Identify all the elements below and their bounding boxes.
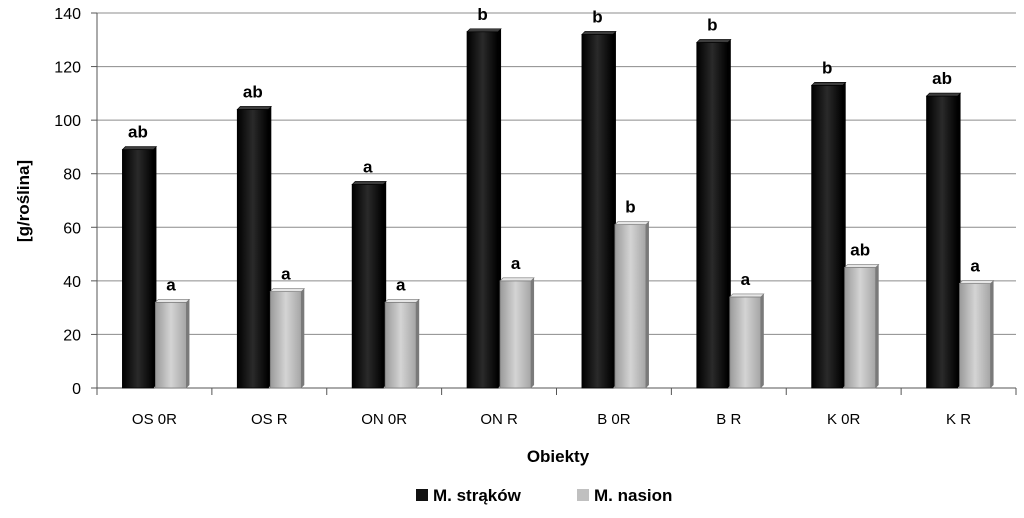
x-tick-label: OS R <box>251 411 288 428</box>
data-label: b <box>625 198 635 217</box>
bar <box>384 301 417 389</box>
data-label: a <box>281 265 291 284</box>
bar <box>614 224 647 389</box>
bar <box>499 280 532 389</box>
bar-top <box>843 264 880 268</box>
bar <box>811 84 844 389</box>
bar <box>155 301 187 389</box>
legend: M. strąków M. nasion <box>416 486 672 505</box>
y-tick-label: 0 <box>72 381 81 398</box>
data-label: ab <box>850 240 870 259</box>
bar <box>351 184 384 389</box>
data-label: a <box>741 270 751 289</box>
bar-top <box>581 31 617 35</box>
bar-top <box>121 146 158 150</box>
bars <box>121 28 995 389</box>
bar-top <box>269 288 306 292</box>
bar-top <box>614 221 650 225</box>
bar <box>466 31 499 389</box>
legend-swatch-strakow <box>416 489 428 501</box>
data-label: b <box>592 7 602 26</box>
bar-top <box>236 106 273 110</box>
bar-top <box>351 181 387 185</box>
data-label: b <box>822 58 832 77</box>
bar-top <box>925 92 962 97</box>
bar-side <box>416 299 420 388</box>
y-tick-label: 120 <box>54 60 81 77</box>
y-tick-label: 100 <box>54 113 81 130</box>
x-axis-title: Obiekty <box>527 447 590 466</box>
bar-side <box>990 280 994 388</box>
data-label: a <box>511 254 521 273</box>
bar-top <box>384 298 420 303</box>
bar-side <box>875 264 879 388</box>
bar-top <box>810 82 847 86</box>
bar <box>122 149 154 389</box>
bar-top <box>466 28 502 33</box>
bar-side <box>186 299 190 388</box>
data-label: a <box>363 157 373 176</box>
bar-top <box>499 277 535 282</box>
y-axis-title: [g/roślina] <box>14 160 33 242</box>
data-label: b <box>477 5 487 24</box>
x-tick-label: K 0R <box>827 411 861 428</box>
data-label: a <box>396 275 406 294</box>
bar-top <box>729 293 765 298</box>
data-label: b <box>707 15 717 34</box>
bar <box>959 283 991 389</box>
bar <box>581 34 614 389</box>
bar-side <box>301 288 305 388</box>
legend-label-nasion: M. nasion <box>594 486 672 505</box>
bar <box>236 109 269 389</box>
bar-top <box>958 280 995 284</box>
y-tick-label: 60 <box>63 220 81 237</box>
data-label: ab <box>128 123 148 142</box>
x-tick-label: ON 0R <box>361 411 407 428</box>
bar-side <box>531 277 535 388</box>
y-tick-label: 140 <box>54 6 81 23</box>
x-tick-label: OS 0R <box>132 411 177 428</box>
bar-top <box>154 298 191 303</box>
y-tick-label: 80 <box>63 167 81 184</box>
bar-side <box>760 293 764 388</box>
bar <box>844 267 877 389</box>
y-tick-label: 40 <box>63 274 81 291</box>
x-tick-label: B 0R <box>597 411 631 428</box>
x-tick-label: B R <box>716 411 741 428</box>
y-tick-label: 20 <box>63 327 81 344</box>
data-label: a <box>166 275 176 294</box>
bar <box>269 291 302 389</box>
bar <box>926 95 958 389</box>
data-label: ab <box>243 82 263 101</box>
bar <box>729 296 762 389</box>
x-tick-label: K R <box>946 411 971 428</box>
data-label: ab <box>932 69 952 88</box>
data-label: a <box>970 257 980 276</box>
x-tick-label: ON R <box>480 411 518 428</box>
bar <box>696 42 729 389</box>
legend-swatch-nasion <box>577 489 589 501</box>
bar-side <box>645 221 649 388</box>
bar-top <box>696 39 732 43</box>
legend-label-strakow: M. strąków <box>433 486 522 505</box>
